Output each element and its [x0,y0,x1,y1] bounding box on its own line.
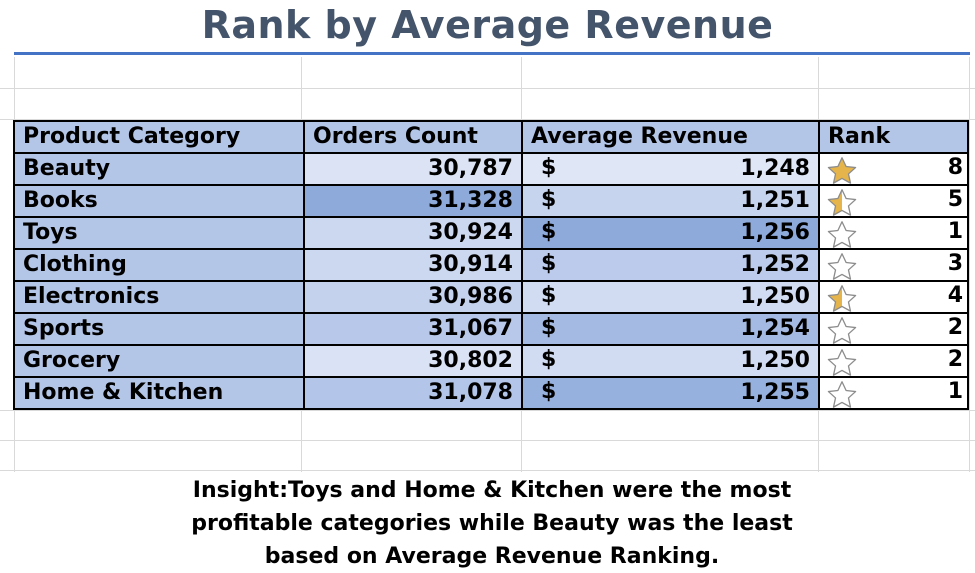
cell-rank[interactable]: 1 [818,376,969,410]
header-orders-count[interactable]: Orders Count [303,120,523,154]
currency-symbol: $ [541,187,557,212]
table-row: Clothing 30,914 $1,252 3 [13,248,969,282]
average-revenue-value: 1,251 [740,188,810,213]
rank-value: 2 [947,347,963,372]
cell-category[interactable]: Electronics [13,280,305,314]
insight-line-2: profitable categories while Beauty was t… [191,511,793,536]
star-rating-icon [827,221,857,247]
table-row: Sports 31,067 $1,254 2 [13,312,969,346]
star-rating-icon [827,349,857,375]
cell-orders-count[interactable]: 31,078 [303,376,523,410]
average-revenue-value: 1,250 [740,284,810,309]
cell-category[interactable]: Home & Kitchen [13,376,305,410]
currency-symbol: $ [541,155,557,180]
currency-symbol: $ [541,347,557,372]
cell-rank[interactable]: 4 [818,280,969,314]
currency-symbol: $ [541,251,557,276]
cell-average-revenue[interactable]: $1,248 [521,152,820,186]
table-row: Electronics 30,986 $1,250 4 [13,280,969,314]
rank-value: 1 [947,379,963,404]
table-row: Toys 30,924 $1,256 1 [13,216,969,250]
cell-orders-count[interactable]: 30,802 [303,344,523,378]
star-rating-icon [827,381,857,407]
cell-average-revenue[interactable]: $1,255 [521,376,820,410]
cell-category[interactable]: Grocery [13,344,305,378]
header-average-revenue[interactable]: Average Revenue [521,120,820,154]
currency-symbol: $ [541,315,557,340]
table-row: Beauty 30,787 $1,248 8 [13,152,969,186]
rank-value: 5 [947,187,963,212]
cell-rank[interactable]: 1 [818,216,969,250]
average-revenue-value: 1,252 [740,252,810,277]
cell-category[interactable]: Toys [13,216,305,250]
average-revenue-value: 1,256 [740,220,810,245]
page-title: Rank by Average Revenue [201,3,774,47]
rank-value: 8 [947,155,963,180]
cell-category[interactable]: Beauty [13,152,305,186]
cell-average-revenue[interactable]: $1,250 [521,344,820,378]
cell-rank[interactable]: 2 [818,344,969,378]
insight-text: Insight:Toys and Home & Kitchen were the… [14,474,970,573]
star-rating-icon [827,189,857,215]
star-rating-icon [827,285,857,311]
rank-value: 2 [947,315,963,340]
average-revenue-value: 1,250 [740,348,810,373]
cell-average-revenue[interactable]: $1,252 [521,248,820,282]
cell-average-revenue[interactable]: $1,254 [521,312,820,346]
cell-category[interactable]: Books [13,184,305,218]
cell-rank[interactable]: 8 [818,152,969,186]
cell-orders-count[interactable]: 31,067 [303,312,523,346]
table-row: Books 31,328 $1,251 5 [13,184,969,218]
table-header-row: Product Category Orders Count Average Re… [13,120,969,154]
average-revenue-value: 1,254 [740,316,810,341]
insight-line-3: based on Average Revenue Ranking. [264,544,720,569]
cell-average-revenue[interactable]: $1,250 [521,280,820,314]
gridline [0,440,975,441]
rank-value: 3 [947,251,963,276]
title-underline [14,52,970,55]
cell-orders-count[interactable]: 30,787 [303,152,523,186]
average-revenue-value: 1,255 [740,380,810,405]
star-rating-icon [827,253,857,279]
average-revenue-value: 1,248 [740,156,810,181]
currency-symbol: $ [541,379,557,404]
cell-category[interactable]: Clothing [13,248,305,282]
gridline [0,88,975,89]
cell-rank[interactable]: 3 [818,248,969,282]
cell-rank[interactable]: 5 [818,184,969,218]
cell-orders-count[interactable]: 30,986 [303,280,523,314]
cell-average-revenue[interactable]: $1,251 [521,184,820,218]
table-row: Grocery 30,802 $1,250 2 [13,344,969,378]
gridline [0,410,975,411]
currency-symbol: $ [541,219,557,244]
cell-orders-count[interactable]: 31,328 [303,184,523,218]
currency-symbol: $ [541,283,557,308]
star-rating-icon [827,317,857,343]
insight-line-1: Insight:Toys and Home & Kitchen were the… [192,478,792,503]
cell-orders-count[interactable]: 30,924 [303,216,523,250]
cell-orders-count[interactable]: 30,914 [303,248,523,282]
rank-value: 4 [947,283,963,308]
cell-category[interactable]: Sports [13,312,305,346]
star-rating-icon [827,157,857,183]
table-row: Home & Kitchen 31,078 $1,255 1 [13,376,969,410]
gridline [0,470,975,471]
header-rank[interactable]: Rank [818,120,969,154]
cell-average-revenue[interactable]: $1,256 [521,216,820,250]
gridline [0,119,975,120]
header-product-category[interactable]: Product Category [13,120,305,154]
gridline [969,57,970,472]
cell-rank[interactable]: 2 [818,312,969,346]
rank-value: 1 [947,219,963,244]
rank-table: Product Category Orders Count Average Re… [13,120,969,410]
